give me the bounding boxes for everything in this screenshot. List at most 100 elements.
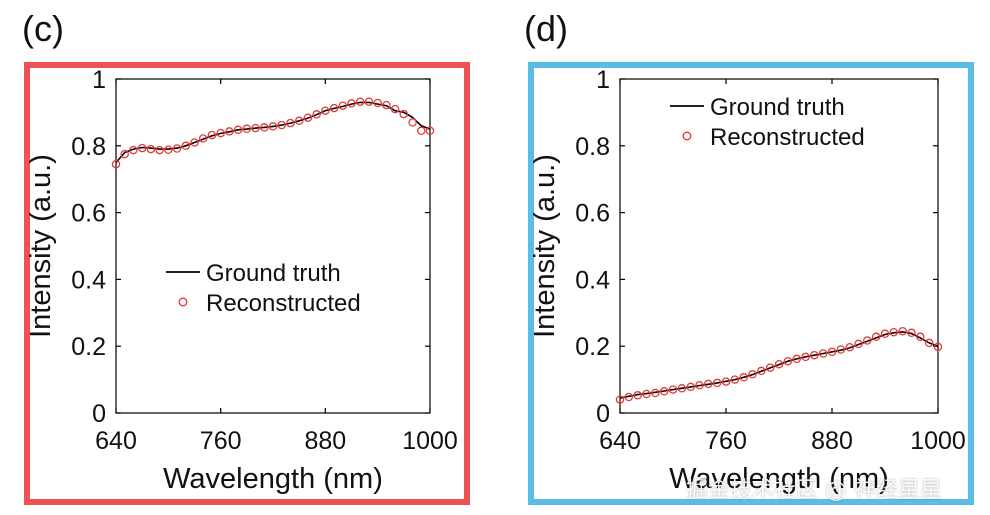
reconstructed-point: [260, 123, 269, 132]
y-tick-label: 0: [92, 400, 106, 428]
x-tick-label: 1000: [402, 427, 458, 455]
reconstructed-point: [207, 130, 217, 140]
reconstructed-point: [792, 354, 801, 364]
reconstructed-point: [408, 118, 417, 127]
reconstructed-point: [810, 350, 819, 360]
panel-label-c: (c): [22, 8, 64, 49]
legend-entry-label: Ground truth: [710, 94, 845, 121]
reconstructed-point: [783, 356, 793, 366]
reconstructed-point: [233, 125, 243, 135]
reconstructed-point: [216, 128, 225, 138]
reconstructed-point: [303, 113, 313, 122]
reconstructed-point: [347, 99, 356, 108]
axes-box: [619, 78, 939, 414]
reconstructed-point: [373, 98, 382, 108]
y-tick-label: 1: [92, 66, 106, 94]
x-tick-label: 880: [811, 427, 853, 455]
reconstructed-point: [836, 345, 846, 354]
reconstructed-point: [704, 379, 713, 389]
reconstructed-point: [190, 138, 199, 147]
y-axis-label: Intensity (a.u.): [529, 154, 561, 338]
reconstructed-point: [686, 382, 695, 392]
reconstructed-point: [111, 159, 121, 169]
y-tick-label: 0.8: [71, 133, 106, 161]
reconstructed-point: [129, 145, 138, 155]
x-tick-label: 760: [200, 427, 242, 455]
reconstructed-point: [924, 338, 934, 348]
y-tick-label: 1: [596, 66, 610, 94]
reconstructed-point: [898, 326, 907, 336]
reconstructed-point: [425, 126, 435, 136]
reconstructed-point: [225, 127, 234, 136]
y-axis-label: Intensity (a.u.): [25, 154, 57, 338]
y-tick-label: 0.8: [575, 133, 610, 161]
reconstructed-point: [633, 391, 642, 400]
y-tick-label: 0.4: [71, 266, 106, 294]
legend-marker-swatch: [178, 297, 188, 307]
reconstructed-point: [624, 392, 634, 402]
reconstructed-point: [615, 395, 625, 404]
legend-entry-label: Reconstructed: [206, 290, 361, 317]
reconstructed-point: [863, 336, 872, 345]
reconstructed-point: [854, 339, 863, 349]
reconstructed-point: [399, 109, 409, 119]
x-tick-label: 1000: [910, 427, 966, 455]
legend-entry-label: Ground truth: [206, 260, 341, 287]
reconstructed-point: [364, 97, 374, 106]
x-tick-label: 760: [705, 427, 747, 455]
reconstructed-point: [748, 370, 757, 379]
reconstructed-point: [355, 97, 365, 106]
reconstructed-point: [730, 375, 740, 384]
reconstructed-point: [268, 122, 278, 131]
reconstructed-point: [668, 385, 678, 394]
reconstructed-point: [312, 110, 321, 119]
reconstructed-point: [739, 373, 748, 382]
reconstructed-point: [818, 349, 828, 358]
reconstructed-point: [198, 134, 208, 143]
reconstructed-point: [137, 143, 147, 153]
reconstructed-point: [695, 381, 704, 390]
reconstructed-point: [172, 144, 182, 153]
reconstructed-point: [757, 366, 766, 376]
reconstructed-point: [774, 359, 784, 369]
reconstructed-point: [146, 144, 156, 154]
ground-truth-line: [115, 101, 431, 164]
reconstructed-point: [417, 126, 426, 136]
reconstructed-point: [164, 145, 173, 155]
reconstructed-point: [677, 384, 687, 393]
legend-entry-label: Reconstructed: [710, 124, 865, 151]
reconstructed-point: [155, 145, 164, 155]
legend-marker-swatch: [682, 131, 692, 141]
y-tick-label: 0: [596, 400, 610, 428]
x-tick-label: 880: [304, 427, 346, 455]
y-tick-label: 0.4: [575, 266, 610, 294]
reconstructed-point: [329, 103, 339, 113]
reconstructed-point: [801, 352, 810, 362]
reconstructed-point: [382, 100, 391, 110]
reconstructed-point: [338, 101, 348, 110]
panel-frame-d: [528, 62, 974, 505]
y-tick-label: 0.2: [71, 333, 106, 361]
x-tick-label: 640: [95, 427, 137, 455]
reconstructed-point: [286, 118, 295, 128]
reconstructed-point: [916, 332, 925, 342]
reconstructed-point: [242, 124, 252, 134]
reconstructed-point: [251, 123, 260, 133]
reconstructed-point: [889, 327, 899, 337]
x-axis-label: Wavelength (nm): [163, 463, 383, 495]
panel-frame-c: [24, 62, 470, 505]
x-tick-label: 640: [599, 427, 641, 455]
watermark: 掘金技术社区 @ 神经星星: [686, 478, 942, 503]
x-axis-label: Wavelength (nm): [669, 463, 889, 495]
reconstructed-point: [721, 377, 731, 386]
reconstructed-point: [120, 149, 129, 159]
reconstructed-point: [827, 347, 837, 357]
reconstructed-point: [642, 389, 651, 399]
reconstructed-point: [845, 342, 854, 352]
y-tick-label: 0.6: [71, 200, 106, 228]
ground-truth-line: [619, 330, 939, 399]
reconstructed-point: [933, 342, 943, 352]
reconstructed-point: [181, 141, 191, 151]
